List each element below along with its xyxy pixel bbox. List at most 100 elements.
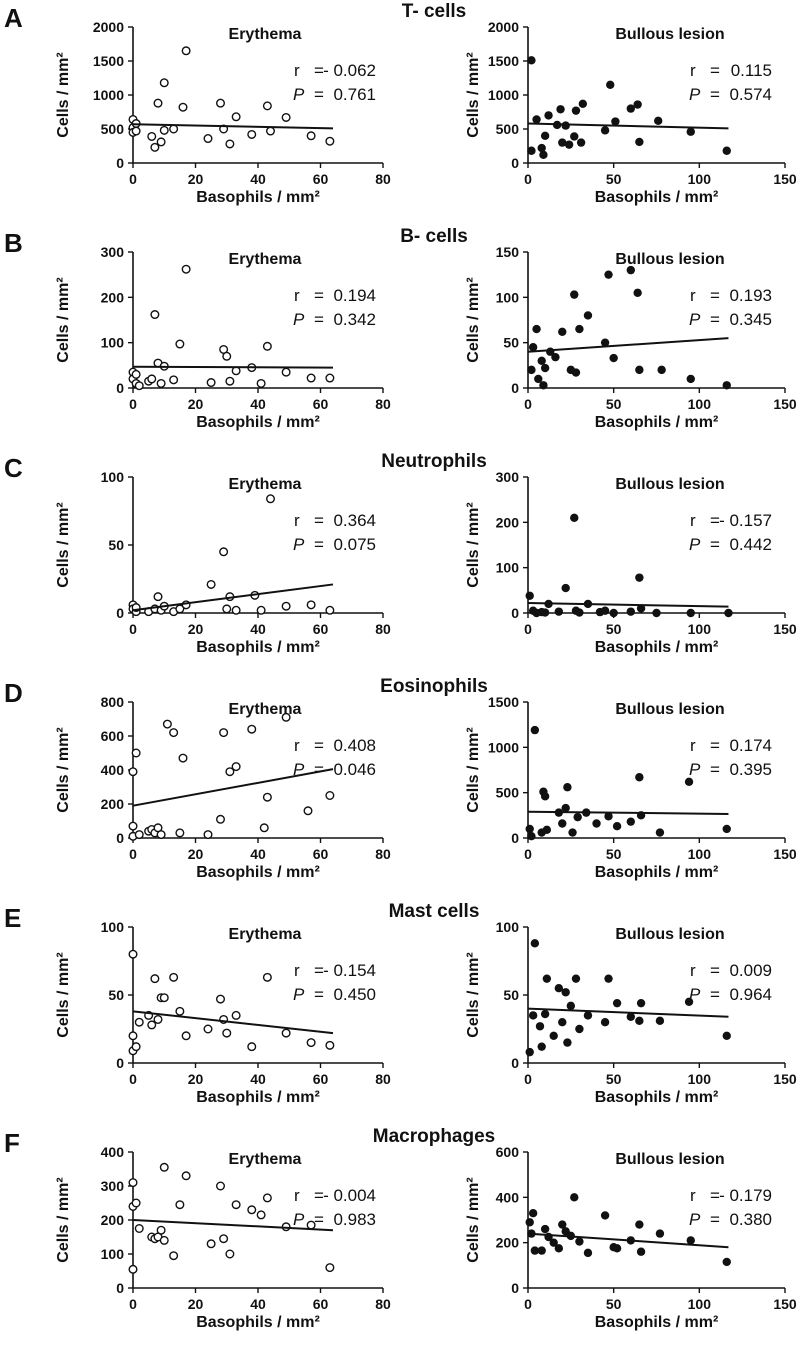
data-point: [655, 828, 665, 837]
x-tick-label: 150: [773, 1296, 797, 1312]
data-point: [583, 1011, 593, 1020]
data-point: [539, 381, 548, 390]
data-point: [561, 988, 570, 997]
y-tick-label: 600: [101, 728, 125, 744]
panel-title: Erythema: [229, 1151, 302, 1168]
data-point: [532, 115, 541, 124]
data-point: [563, 783, 572, 792]
y-tick-label: 1000: [488, 739, 519, 755]
stat-r-symbol: r: [294, 61, 300, 80]
data-point: [266, 126, 276, 136]
data-point: [159, 125, 169, 135]
stat-r-symbol: r: [294, 286, 300, 305]
data-point: [570, 290, 579, 299]
row-title-E: Mast cells: [389, 901, 480, 922]
stat-p-value: 0.342: [333, 310, 376, 329]
y-tick-label: 1500: [488, 694, 519, 710]
data-point: [131, 1042, 141, 1052]
data-point: [539, 150, 548, 160]
y-tick-label: 100: [101, 335, 125, 351]
stat-r-value: 0.009: [729, 961, 772, 980]
data-point: [247, 1042, 257, 1052]
data-point: [635, 773, 644, 782]
stat-r-value: - 0.004: [323, 1186, 376, 1205]
x-tick-label: 60: [313, 621, 329, 637]
stat-r-equals: =: [710, 511, 720, 530]
x-tick-label: 20: [188, 1296, 204, 1312]
stat-r-symbol: r: [690, 736, 696, 755]
stat-r-equals: =: [710, 1186, 720, 1205]
y-axis-label: Cells / mm²: [55, 502, 72, 587]
stat-r-value: 0.364: [333, 511, 376, 530]
data-point: [256, 378, 266, 388]
stat-p-symbol: P: [293, 760, 305, 779]
stat-r-symbol: r: [690, 61, 696, 80]
trend-line: [132, 583, 334, 612]
panel-title: Bullous lesion: [615, 1151, 724, 1168]
data-point: [570, 513, 579, 522]
data-point: [604, 812, 613, 821]
data-point: [532, 324, 541, 334]
data-point: [635, 365, 644, 375]
data-point: [530, 939, 540, 948]
data-point: [147, 131, 157, 141]
data-point: [219, 1234, 229, 1244]
stat-r-equals: =: [710, 61, 720, 80]
y-axis-label: Cells / mm²: [465, 502, 482, 587]
data-point: [128, 949, 138, 959]
data-point: [527, 365, 536, 375]
scatter-panel-F-erythema: 0 100 200 300 400 0 20 40 60 80 Basophils / mm² Cel…: [55, 1144, 391, 1331]
y-axis-label: Cells / mm²: [55, 727, 72, 812]
data-point: [206, 1239, 216, 1249]
x-tick-label: 0: [129, 1071, 137, 1087]
stat-p-value: 0.046: [333, 760, 376, 779]
data-point: [549, 1031, 558, 1041]
data-point: [527, 831, 536, 841]
x-tick-label: 50: [606, 1071, 622, 1087]
stat-p-value: 0.964: [729, 985, 772, 1004]
row-title-A: T- cells: [402, 1, 466, 22]
panel-title: Bullous lesion: [615, 926, 724, 943]
stat-r-value: 0.194: [333, 286, 376, 305]
data-point: [306, 373, 316, 383]
data-point: [247, 724, 257, 734]
data-point: [535, 1022, 545, 1031]
trend-line: [132, 365, 334, 369]
x-tick-label: 80: [375, 171, 391, 187]
data-point: [225, 767, 235, 777]
data-point: [306, 131, 316, 141]
data-point: [147, 1020, 157, 1030]
y-tick-label: 500: [496, 121, 520, 137]
y-tick-label: 500: [496, 785, 520, 801]
x-tick-label: 40: [250, 396, 266, 412]
stat-r-equals: =: [314, 736, 324, 755]
y-tick-label: 100: [496, 289, 520, 305]
y-tick-label: 0: [116, 1280, 124, 1296]
y-tick-label: 400: [101, 1144, 125, 1160]
data-point: [134, 1017, 144, 1027]
data-point: [540, 131, 550, 140]
data-point: [169, 972, 179, 982]
y-tick-label: 0: [116, 1055, 124, 1071]
x-tick-label: 60: [313, 171, 329, 187]
data-point: [162, 719, 172, 729]
y-tick-label: 150: [496, 244, 520, 260]
data-point: [537, 356, 546, 365]
scatter-panel-F-bullous: 0 200 400 600 0 50 100 150 Basophils / mm² Cells …: [465, 1144, 797, 1331]
data-point: [561, 803, 570, 813]
y-axis-label: Cells / mm²: [465, 52, 482, 137]
data-point: [540, 792, 550, 801]
stat-r-symbol: r: [690, 961, 696, 980]
data-point: [159, 78, 169, 88]
stat-p-equals: =: [710, 1210, 720, 1229]
stat-p-symbol: P: [689, 535, 701, 554]
data-point: [525, 824, 534, 834]
data-point: [131, 748, 141, 758]
data-point: [722, 1031, 731, 1041]
x-tick-label: 100: [688, 396, 712, 412]
x-tick-label: 40: [250, 621, 266, 637]
x-tick-label: 40: [250, 1296, 266, 1312]
stat-p-equals: =: [314, 310, 324, 329]
panel-title: Bullous lesion: [615, 476, 724, 493]
x-tick-label: 0: [524, 621, 532, 637]
